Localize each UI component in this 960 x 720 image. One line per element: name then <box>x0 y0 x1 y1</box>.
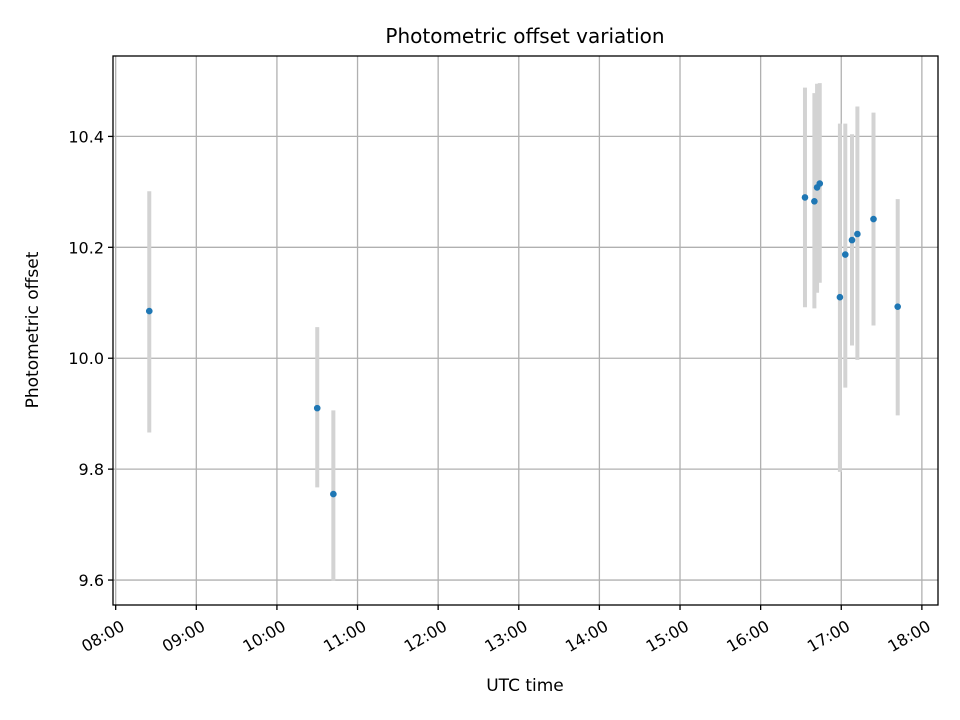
y-tick-label: 10.0 <box>68 349 104 368</box>
y-tick-label: 10.2 <box>68 238 104 257</box>
data-point <box>848 236 856 244</box>
data-point <box>870 215 877 223</box>
y-axis-ticks: 9.6 9.8 10.0 10.2 10.4 <box>68 127 113 590</box>
data-point <box>836 293 844 301</box>
y-axis-label: Photometric offset <box>23 251 43 408</box>
y-tick-label: 10.4 <box>68 127 104 146</box>
data-point <box>145 307 153 315</box>
data-point <box>811 197 818 205</box>
data-points <box>145 180 901 498</box>
data-point <box>854 230 861 238</box>
y-tick-label: 9.6 <box>79 571 104 590</box>
y-tick-label: 9.8 <box>79 460 104 479</box>
data-point <box>313 404 321 412</box>
data-point <box>816 180 824 187</box>
data-point <box>801 194 809 201</box>
data-point <box>330 490 337 498</box>
data-point <box>894 303 901 310</box>
data-point <box>841 251 849 258</box>
chart-title: Photometric offset variation <box>385 24 664 48</box>
x-axis-label: UTC time <box>486 676 564 696</box>
axes-frame <box>112 55 939 606</box>
